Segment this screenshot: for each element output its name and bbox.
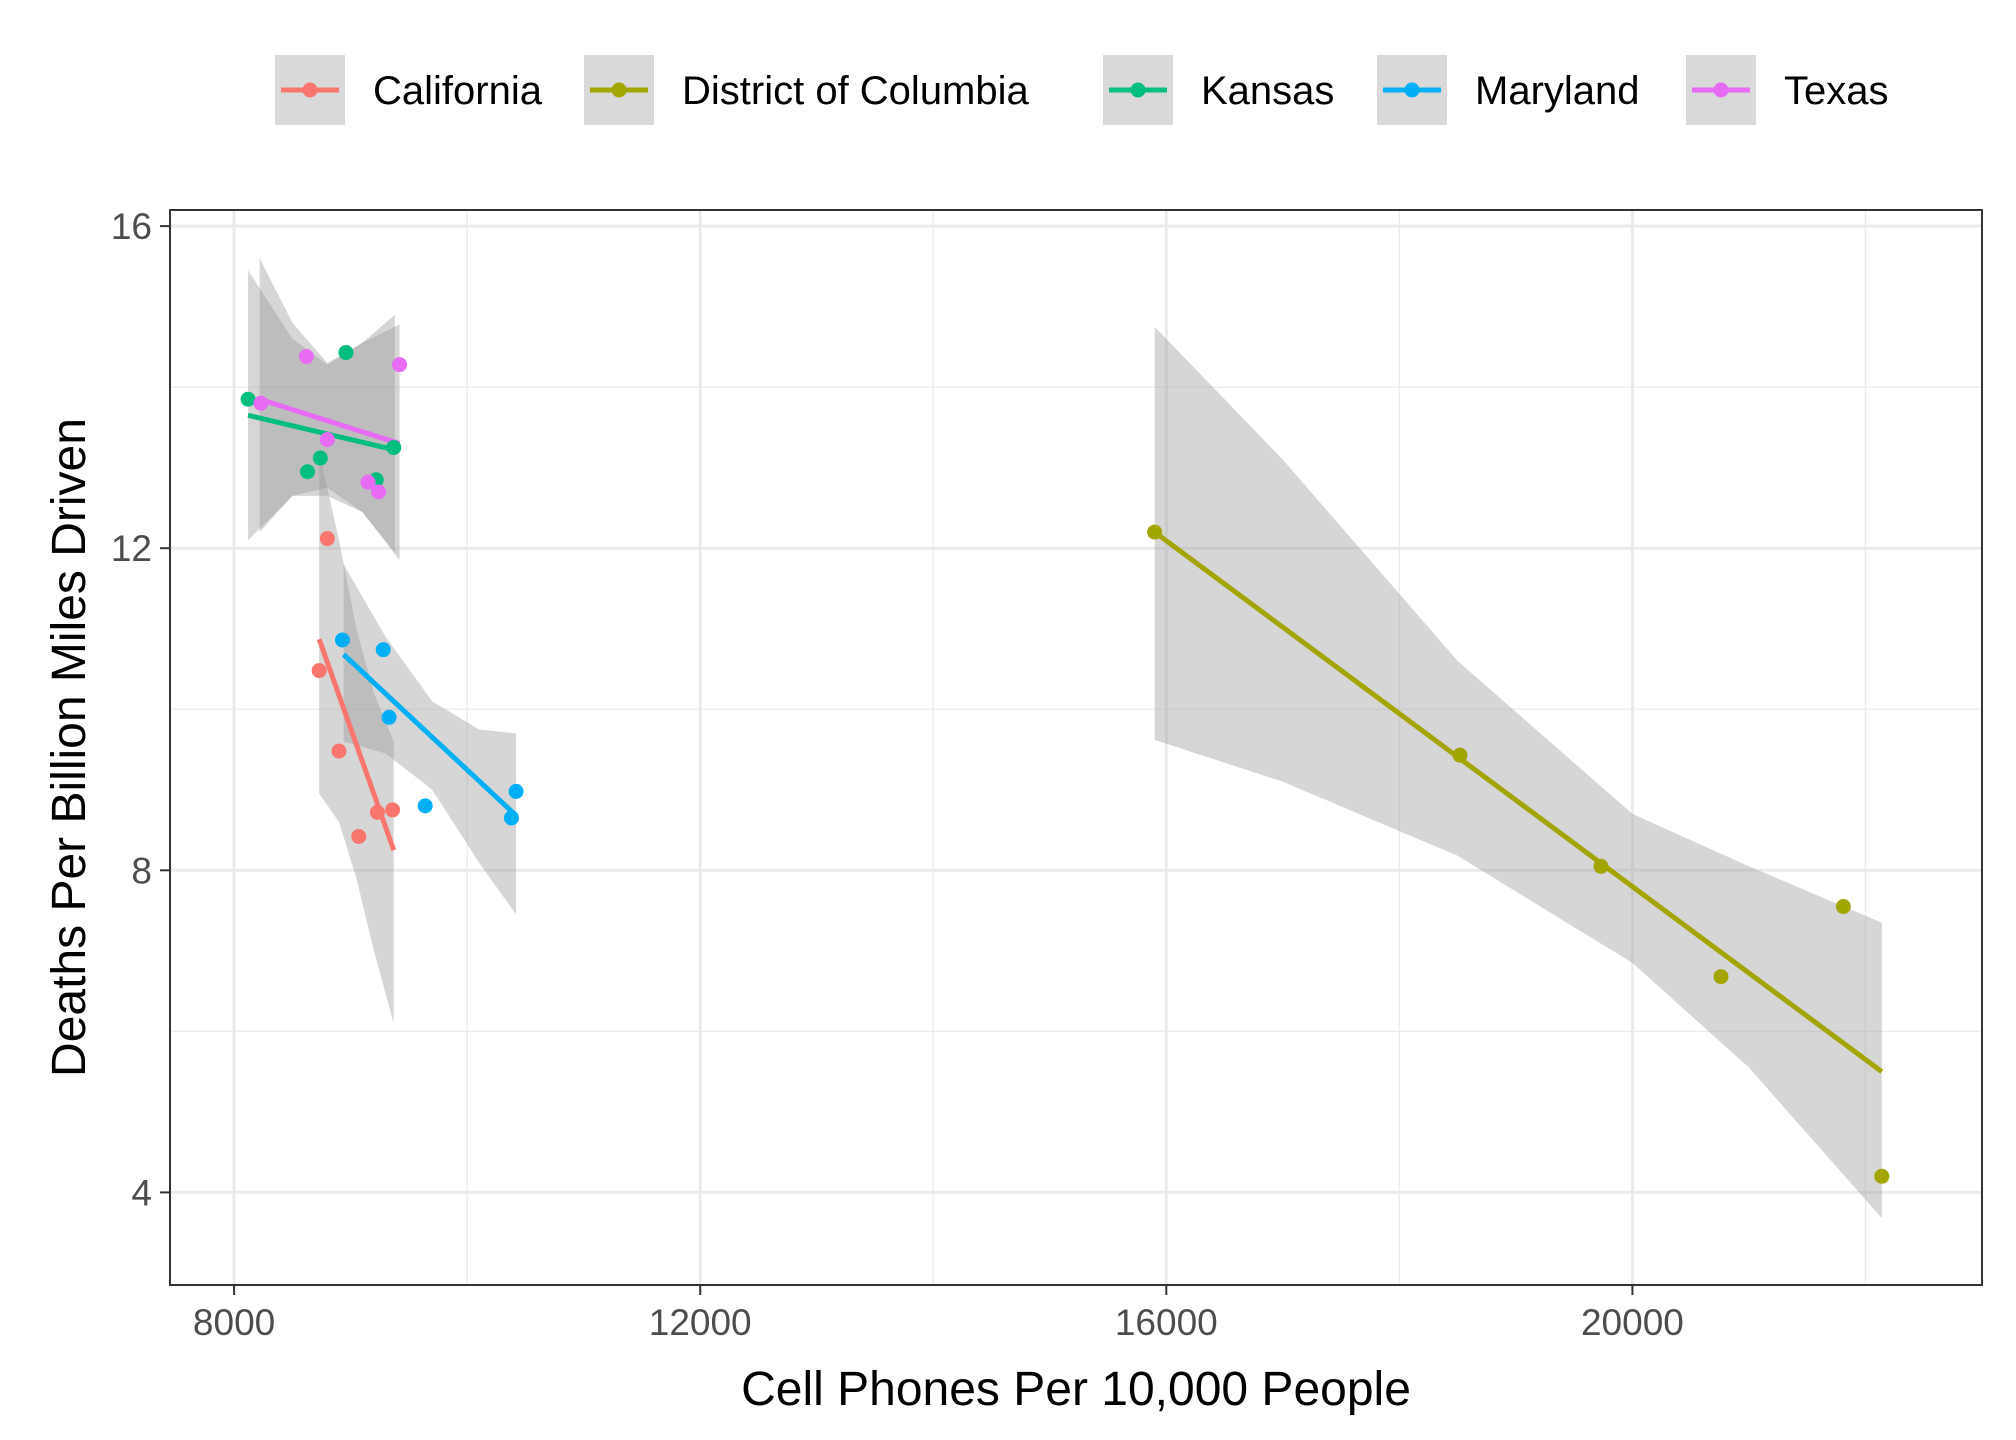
plot-panel (170, 210, 1982, 1285)
data-point (371, 484, 387, 500)
data-point (253, 395, 269, 411)
legend-key-point (1130, 82, 1146, 98)
data-point (375, 642, 391, 658)
data-points (240, 345, 1890, 1184)
legend-item: California (275, 55, 543, 125)
x-tick-label: 20000 (1581, 1302, 1684, 1343)
data-point (338, 345, 354, 361)
legend-item: District of Columbia (584, 55, 1030, 125)
minor-gridlines (170, 210, 1982, 1285)
data-point (1452, 747, 1468, 763)
data-point (417, 798, 433, 814)
data-point (312, 450, 328, 466)
plot-border (169, 209, 1983, 1286)
data-point (334, 632, 350, 648)
x-tick-label: 12000 (649, 1302, 752, 1343)
x-tick-label: 16000 (1115, 1302, 1218, 1343)
x-axis: 8000 12000 16000 20000 (193, 1285, 1684, 1343)
y-tick-label: 4 (131, 1172, 152, 1213)
data-point (386, 440, 402, 456)
data-point (300, 464, 316, 480)
data-point (1874, 1168, 1890, 1184)
data-point (392, 357, 408, 373)
y-tick-label: 8 (131, 850, 152, 891)
x-axis-title: Cell Phones Per 10,000 People (741, 1363, 1411, 1416)
data-point (311, 663, 327, 679)
data-point (240, 391, 256, 407)
y-axis: 4 8 12 16 (111, 206, 170, 1213)
data-point (298, 349, 314, 365)
legend-label: Kansas (1201, 69, 1334, 113)
data-point (1713, 969, 1729, 985)
legend-label: Maryland (1475, 69, 1640, 113)
legend-item: Kansas (1103, 55, 1334, 125)
data-point (381, 709, 397, 725)
y-axis-title: Deaths Per Billion Miles Driven (43, 418, 96, 1077)
fit-line (258, 396, 401, 446)
data-point (503, 810, 519, 826)
legend-label: Texas (1784, 69, 1889, 113)
data-point (1835, 899, 1851, 915)
legend-key-point (1713, 82, 1729, 98)
legend-key-point (1404, 82, 1420, 98)
legend-label: California (373, 69, 543, 113)
confidence-band (248, 270, 395, 553)
data-point (508, 783, 524, 799)
fit-line (1153, 530, 1884, 1074)
y-tick-label: 12 (111, 528, 152, 569)
confidence-bands (248, 258, 1882, 1219)
data-point (331, 743, 347, 759)
data-point (385, 802, 401, 818)
y-tick-label: 16 (111, 206, 152, 247)
data-point (319, 431, 335, 447)
legend: California District of Columbia Kansas Mary… (275, 55, 1889, 125)
x-tick-label: 8000 (193, 1302, 275, 1343)
data-point (351, 828, 367, 844)
legend-label: District of Columbia (682, 69, 1030, 113)
legend-key-point (302, 82, 318, 98)
data-point (369, 804, 385, 820)
confidence-band (1154, 326, 1882, 1219)
fit-line (341, 652, 518, 818)
legend-key-point (611, 82, 627, 98)
legend-item: Maryland (1377, 55, 1640, 125)
data-point (1593, 858, 1609, 874)
fit-line (247, 412, 396, 453)
major-gridlines (170, 210, 1982, 1285)
legend-item: Texas (1686, 55, 1889, 125)
data-point (319, 531, 335, 547)
data-point (1147, 524, 1163, 540)
data-point (360, 474, 376, 490)
